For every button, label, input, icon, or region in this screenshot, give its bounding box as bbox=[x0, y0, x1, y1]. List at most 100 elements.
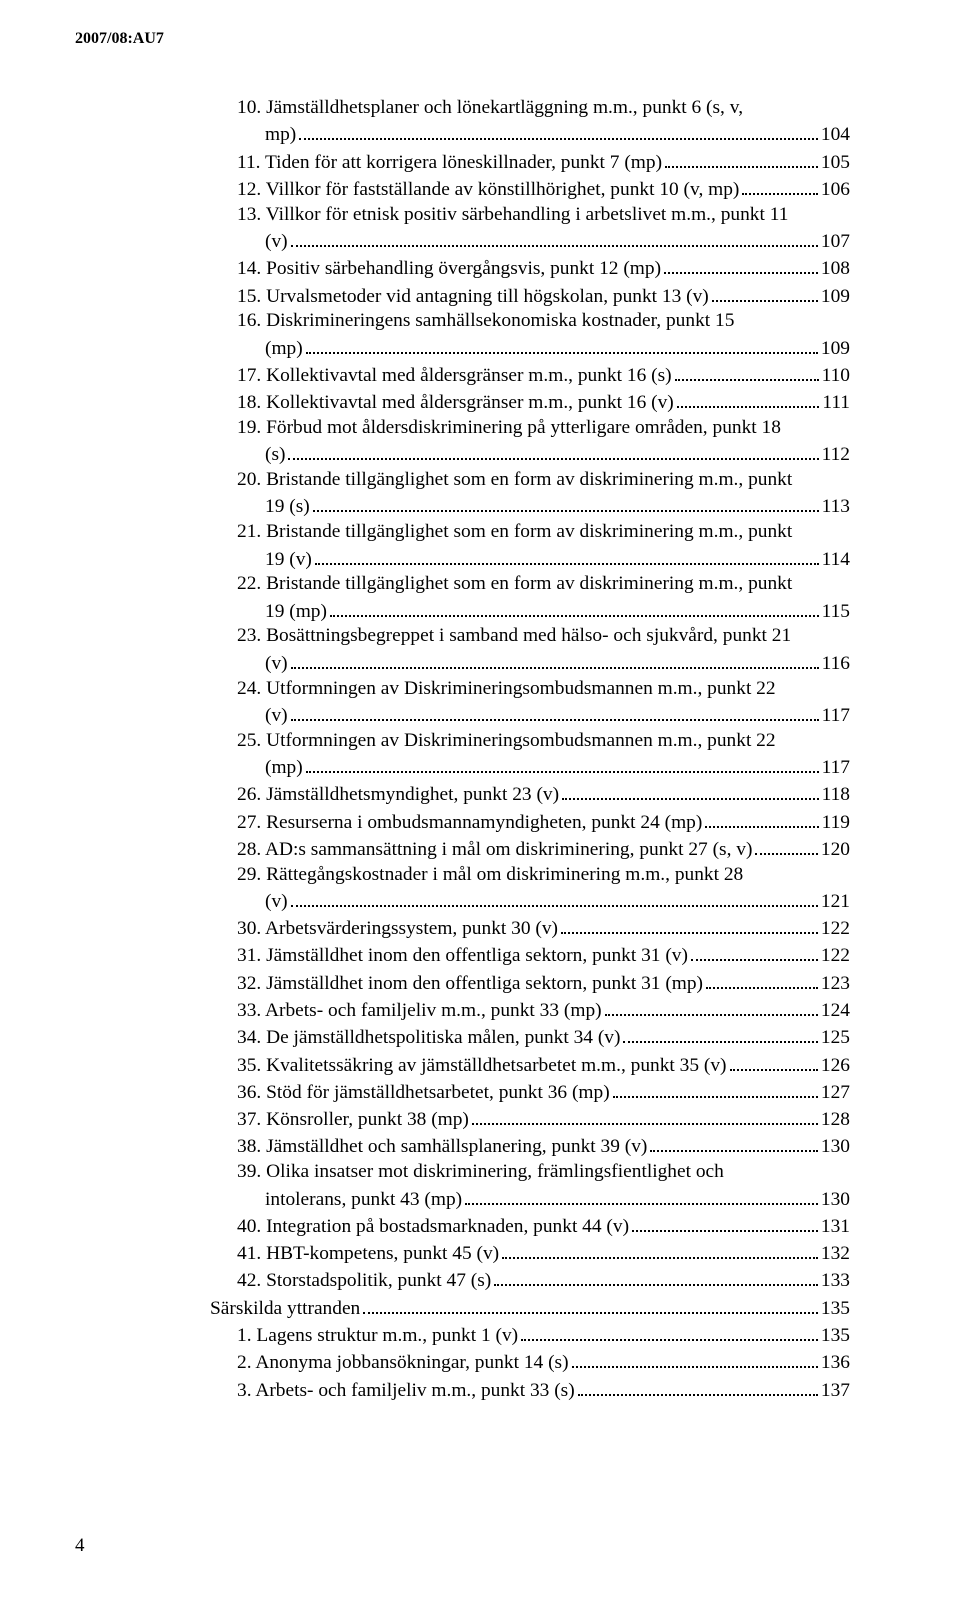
toc-leader bbox=[561, 915, 818, 934]
toc-page: 123 bbox=[821, 972, 850, 997]
toc-entry-line: 13. Villkor för etnisk positiv särbehand… bbox=[210, 203, 850, 228]
toc-leader bbox=[306, 754, 819, 773]
toc-page: 117 bbox=[822, 704, 850, 729]
toc-label: 34. De jämställdhetspolitiska målen, pun… bbox=[237, 1026, 620, 1051]
toc-leader bbox=[472, 1106, 818, 1125]
toc-entry-line: 39. Olika insatser mot diskriminering, f… bbox=[210, 1160, 850, 1185]
toc-page: 110 bbox=[822, 364, 850, 389]
toc-entry-line: 10. Jämställdhetsplaner och lönekartlägg… bbox=[210, 96, 850, 121]
toc-entry: 2. Anonyma jobbansökningar, punkt 14 (s)… bbox=[210, 1349, 850, 1376]
toc-page: 122 bbox=[821, 944, 850, 969]
toc-entry: (v) 107 bbox=[210, 228, 850, 255]
toc-page: 127 bbox=[821, 1081, 850, 1106]
toc-page: 107 bbox=[821, 230, 850, 255]
toc-entry: (v) 117 bbox=[210, 701, 850, 728]
toc-leader bbox=[613, 1078, 818, 1097]
toc-leader bbox=[742, 175, 818, 194]
toc-page: 118 bbox=[822, 783, 850, 808]
toc-entry: 31. Jämställdhet inom den offentliga sek… bbox=[210, 942, 850, 969]
toc-entry: 19 (mp) 115 bbox=[210, 597, 850, 624]
toc-label: (mp) bbox=[265, 337, 303, 362]
toc-leader bbox=[291, 228, 818, 247]
toc-entry: (mp) 109 bbox=[210, 334, 850, 361]
toc-page: 120 bbox=[821, 838, 850, 863]
toc-label: 35. Kvalitetssäkring av jämställdhetsarb… bbox=[237, 1054, 727, 1079]
toc-leader bbox=[288, 441, 818, 460]
toc-label: Särskilda yttranden bbox=[210, 1297, 360, 1322]
toc-page: 137 bbox=[821, 1379, 850, 1404]
toc-page: 124 bbox=[821, 999, 850, 1024]
toc-leader bbox=[313, 493, 819, 512]
toc-entry: 36. Stöd för jämställdhetsarbetet, punkt… bbox=[210, 1078, 850, 1105]
toc-leader bbox=[494, 1267, 818, 1286]
toc-entry: 42. Storstadspolitik, punkt 47 (s) 133 bbox=[210, 1267, 850, 1294]
toc-page: 130 bbox=[821, 1188, 850, 1213]
toc-leader bbox=[521, 1322, 818, 1341]
toc-page: 133 bbox=[821, 1269, 850, 1294]
toc-label: 31. Jämställdhet inom den offentliga sek… bbox=[237, 944, 688, 969]
toc-entry: (mp) 117 bbox=[210, 754, 850, 781]
toc-entry-line: 25. Utformningen av Diskrimineringsombud… bbox=[210, 729, 850, 754]
toc-label: 26. Jämställdhetsmyndighet, punkt 23 (v) bbox=[237, 783, 559, 808]
toc-leader bbox=[623, 1024, 817, 1043]
toc-page: 130 bbox=[821, 1135, 850, 1160]
toc-label: 40. Integration på bostadsmarknaden, pun… bbox=[237, 1215, 629, 1240]
toc-entry: 40. Integration på bostadsmarknaden, pun… bbox=[210, 1212, 850, 1239]
toc-label: 27. Resurserna i ombudsmannamyndigheten,… bbox=[237, 811, 702, 836]
toc-leader bbox=[691, 942, 818, 961]
toc-page: 135 bbox=[821, 1324, 850, 1349]
toc-leader bbox=[664, 255, 818, 274]
toc-leader bbox=[677, 389, 820, 408]
toc-page: 132 bbox=[821, 1242, 850, 1267]
toc-label: 32. Jämställdhet inom den offentliga sek… bbox=[237, 972, 703, 997]
toc-label: 18. Kollektivavtal med åldersgränser m.m… bbox=[237, 391, 674, 416]
toc-label: 3. Arbets- och familjeliv m.m., punkt 33… bbox=[237, 1379, 575, 1404]
toc-entry: 28. AD:s sammansättning i mål om diskrim… bbox=[210, 835, 850, 862]
toc-page: 111 bbox=[822, 391, 850, 416]
toc-label: 11. Tiden för att korrigera löneskillnad… bbox=[237, 151, 662, 176]
toc-label: 19 (mp) bbox=[265, 600, 327, 625]
toc-label: 1. Lagens struktur m.m., punkt 1 (v) bbox=[237, 1324, 518, 1349]
toc-entry: (v) 121 bbox=[210, 887, 850, 914]
toc-leader bbox=[755, 835, 817, 854]
toc-label: 36. Stöd för jämställdhetsarbetet, punkt… bbox=[237, 1081, 610, 1106]
toc-page: 135 bbox=[821, 1297, 850, 1322]
toc-label: 12. Villkor för fastställande av könstil… bbox=[237, 178, 739, 203]
toc-leader bbox=[712, 282, 818, 301]
toc-label: 19 (v) bbox=[265, 548, 312, 573]
toc-label: 37. Könsroller, punkt 38 (mp) bbox=[237, 1108, 469, 1133]
toc-page: 108 bbox=[821, 257, 850, 282]
toc-leader bbox=[465, 1185, 818, 1204]
toc-page: 125 bbox=[821, 1026, 850, 1051]
toc-entry: 34. De jämställdhetspolitiska målen, pun… bbox=[210, 1024, 850, 1051]
toc-label: 30. Arbetsvärderingssystem, punkt 30 (v) bbox=[237, 917, 558, 942]
toc-label: mp) bbox=[265, 123, 296, 148]
toc-page: 105 bbox=[821, 151, 850, 176]
toc-label: 28. AD:s sammansättning i mål om diskrim… bbox=[237, 838, 752, 863]
toc-page: 114 bbox=[822, 548, 850, 573]
toc-leader bbox=[578, 1376, 818, 1395]
toc-entry-line: 24. Utformningen av Diskrimineringsombud… bbox=[210, 677, 850, 702]
toc-label: (s) bbox=[265, 443, 285, 468]
toc-label: 33. Arbets- och familjeliv m.m., punkt 3… bbox=[237, 999, 602, 1024]
toc-entry: Särskilda yttranden 135 bbox=[210, 1294, 850, 1321]
toc-label: (v) bbox=[265, 652, 288, 677]
toc-entry: 33. Arbets- och familjeliv m.m., punkt 3… bbox=[210, 997, 850, 1024]
toc-leader bbox=[306, 334, 818, 353]
toc-label: (v) bbox=[265, 230, 288, 255]
toc-entry: 32. Jämställdhet inom den offentliga sek… bbox=[210, 969, 850, 996]
table-of-contents: 10. Jämställdhetsplaner och lönekartlägg… bbox=[210, 96, 850, 1403]
toc-leader bbox=[291, 649, 819, 668]
toc-label: 17. Kollektivavtal med åldersgränser m.m… bbox=[237, 364, 672, 389]
toc-leader bbox=[706, 969, 818, 988]
toc-entry: intolerans, punkt 43 (mp) 130 bbox=[210, 1185, 850, 1212]
toc-entry: (v) 116 bbox=[210, 649, 850, 676]
toc-entry-line: 21. Bristande tillgänglighet som en form… bbox=[210, 520, 850, 545]
toc-page: 113 bbox=[822, 495, 850, 520]
toc-entry: 35. Kvalitetssäkring av jämställdhetsarb… bbox=[210, 1051, 850, 1078]
toc-leader bbox=[705, 808, 818, 827]
toc-label: 38. Jämställdhet och samhällsplanering, … bbox=[237, 1135, 647, 1160]
toc-page: 109 bbox=[821, 337, 850, 362]
toc-leader bbox=[291, 887, 818, 906]
toc-leader bbox=[299, 121, 818, 140]
